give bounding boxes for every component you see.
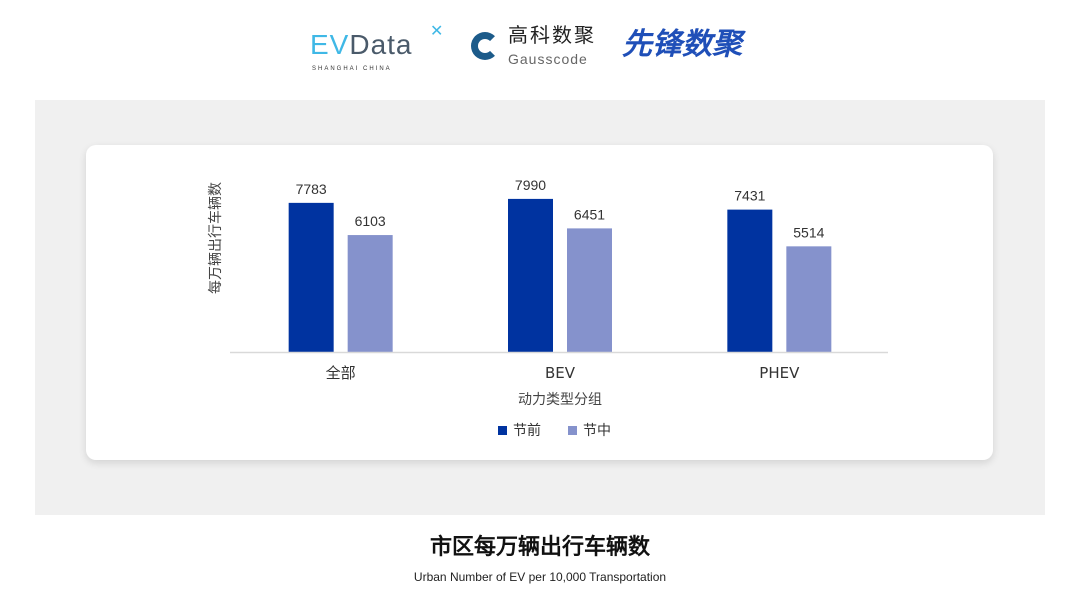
data-label: 5514 [793, 224, 824, 240]
x-tick-label: BEV [545, 364, 576, 382]
x-tick-label: PHEV [759, 364, 800, 382]
x-axis-label: 动力类型分组 [518, 392, 602, 408]
bar-PHEV-节中 [786, 246, 832, 352]
bar-全部-节中 [347, 235, 393, 352]
data-label: 7990 [515, 177, 546, 193]
evdata-logo-x-mark: ✕ [430, 23, 444, 40]
data-label: 7431 [734, 188, 765, 204]
data-label: 6103 [355, 213, 386, 229]
bar-全部-节前 [288, 202, 334, 352]
gausscode-logo-icon [471, 32, 499, 60]
bar-PHEV-节前 [727, 209, 773, 352]
bar-BEV-节前 [508, 198, 553, 352]
xianfeng-logo: 先锋数聚 [622, 27, 742, 62]
data-label: 6451 [574, 206, 605, 222]
legend-swatch-节前 [498, 426, 507, 435]
gausscode-logo-cn: 高科数聚 [508, 23, 596, 47]
chart-subtitle: Urban Number of EV per 10,000 Transporta… [413, 570, 667, 584]
data-label: 7783 [296, 181, 327, 197]
logos: EVData ✕ SHANGHAI CHINA 高科数聚 Gausscode 先… [0, 22, 1080, 73]
bar-BEV-节中 [567, 228, 612, 352]
evdata-logo: EVData [310, 29, 413, 60]
evdata-logo-sub: SHANGHAI CHINA [312, 66, 392, 72]
x-tick-label: 全部 [326, 364, 356, 382]
chart-title: 市区每万辆出行车辆数 [429, 535, 650, 560]
legend-label: 节中 [583, 423, 611, 439]
legend-label: 节前 [513, 422, 541, 439]
gausscode-logo-en: Gausscode [508, 51, 588, 67]
y-axis-label: 每万辆出行车辆数 [207, 182, 224, 294]
legend-swatch-节中 [568, 426, 577, 435]
